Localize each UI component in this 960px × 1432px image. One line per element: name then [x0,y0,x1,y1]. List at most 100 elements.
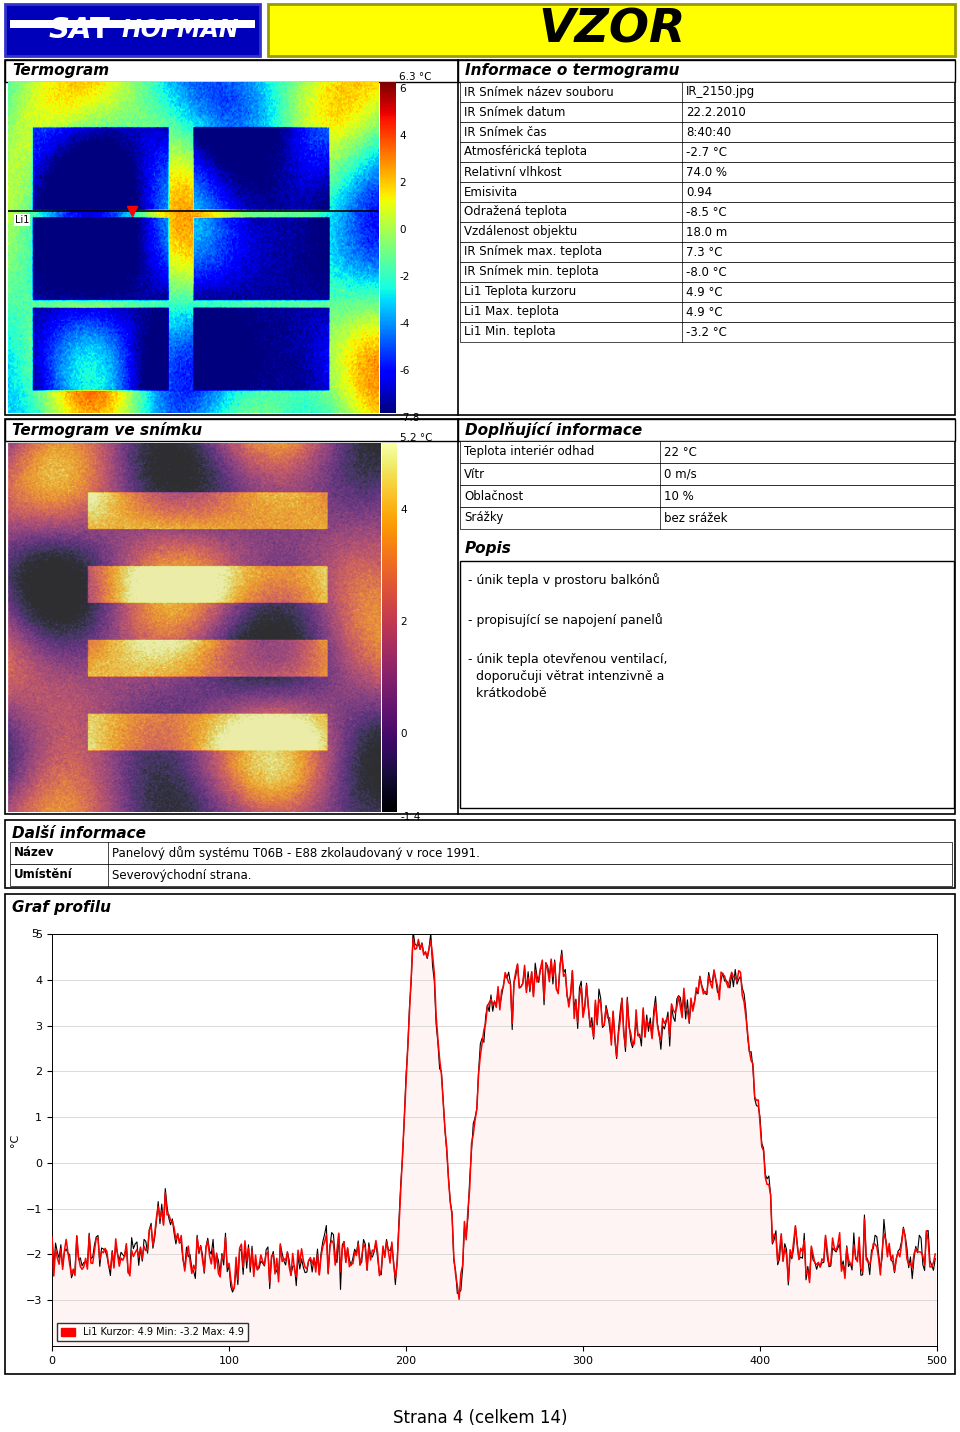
Text: IR Snímek čas: IR Snímek čas [464,126,546,139]
Text: 4.9 °C: 4.9 °C [686,285,723,298]
Text: - únik tepla v prostoru balkónů: - únik tepla v prostoru balkónů [468,573,660,587]
Bar [460,222,954,242]
Text: SA: SA [48,16,92,44]
Text: Atmosférická teplota: Atmosférická teplota [464,146,587,159]
Bar [460,82,954,102]
Text: 2: 2 [399,178,406,188]
Text: Termogram ve snímku: Termogram ve snímku [12,422,203,438]
Bar [460,162,954,182]
Text: Termogram: Termogram [12,63,109,79]
Text: Li1: Li1 [14,215,29,225]
Text: Strana 4 (celkem 14): Strana 4 (celkem 14) [393,1409,567,1428]
Text: Li1 Teplota kurzoru: Li1 Teplota kurzoru [464,285,576,298]
Text: Relativní vlhkost: Relativní vlhkost [464,166,562,179]
Bar [460,242,954,262]
Bar [460,322,954,342]
Bar [5,60,955,415]
Text: T: T [90,16,110,44]
Text: IR Snímek datum: IR Snímek datum [464,106,565,119]
Bar [460,485,954,507]
Text: Oblačnost: Oblačnost [464,490,523,503]
Text: Graf profilu: Graf profilu [12,899,111,915]
Text: Li1 Max. teplota: Li1 Max. teplota [464,305,559,318]
Text: -2: -2 [399,272,410,282]
Text: Informace o termogramu: Informace o termogramu [465,63,680,79]
Text: -8.5 °C: -8.5 °C [686,206,727,219]
Text: 6: 6 [399,84,406,95]
Text: -4: -4 [399,319,410,329]
Bar [460,507,954,528]
Bar [460,142,954,162]
Text: 5: 5 [31,929,37,939]
Bar [10,842,952,863]
Text: IR Snímek název souboru: IR Snímek název souboru [464,86,613,99]
Text: 0 m/s: 0 m/s [664,467,697,481]
Text: VZOR: VZOR [539,7,685,53]
Text: Název: Název [14,846,55,859]
Text: Teplota interiér odhad: Teplota interiér odhad [464,445,594,458]
Text: bez srážek: bez srážek [664,511,728,524]
Text: Popis: Popis [465,541,512,556]
Bar [460,182,954,202]
Bar [5,894,955,1373]
Text: 74.0 %: 74.0 % [686,166,727,179]
Bar [5,60,458,82]
Text: Emisivita: Emisivita [464,186,518,199]
Bar [10,863,952,886]
Text: Vzdálenost objektu: Vzdálenost objektu [464,225,577,239]
Text: Severovýchodní strana.: Severovýchodní strana. [112,868,252,882]
Text: -7.8: -7.8 [399,412,420,422]
Text: - únik tepla otevřenou ventilací,
  doporučuji větrat intenzivně a
  krátkodobě: - únik tepla otevřenou ventilací, doporu… [468,653,667,700]
Text: 18.0 m: 18.0 m [686,225,728,239]
Text: 22 °C: 22 °C [664,445,697,458]
Text: -8.0 °C: -8.0 °C [686,265,727,278]
Bar [458,60,955,82]
Bar [460,302,954,322]
Text: -2.7 °C: -2.7 °C [686,146,727,159]
Bar [460,441,954,463]
Bar [460,262,954,282]
Text: IR Snímek min. teplota: IR Snímek min. teplota [464,265,599,278]
Text: HOFMAN: HOFMAN [121,19,239,42]
Bar [460,122,954,142]
Bar [460,202,954,222]
Bar [460,282,954,302]
Text: Srážky: Srážky [464,511,503,524]
Text: 2: 2 [400,617,407,627]
Text: 4: 4 [399,130,406,140]
Bar [460,102,954,122]
Text: - propisující se napojení panelů: - propisující se napojení panelů [468,613,662,627]
Text: 4.9 °C: 4.9 °C [686,305,723,318]
Text: 22.2.2010: 22.2.2010 [686,106,746,119]
Text: 10 %: 10 % [664,490,694,503]
Text: 0.94: 0.94 [686,186,712,199]
Legend: Li1 Kurzor: 4.9 Min: -3.2 Max: 4.9: Li1 Kurzor: 4.9 Min: -3.2 Max: 4.9 [57,1323,248,1342]
Text: Další informace: Další informace [12,826,146,841]
Bar [268,4,955,56]
Text: 7.3 °C: 7.3 °C [686,245,723,259]
Bar [5,4,260,56]
Bar [458,420,955,441]
Bar [5,420,955,813]
Text: 0: 0 [399,225,406,235]
Text: IR Snímek max. teplota: IR Snímek max. teplota [464,245,602,259]
Text: -3.2 °C: -3.2 °C [686,325,727,338]
Text: -6: -6 [399,365,410,375]
Text: Li1 Min. teplota: Li1 Min. teplota [464,325,556,338]
Text: -1.4: -1.4 [400,812,420,822]
Text: Panelový dům systému T06B - E88 zkolaudovaný v roce 1991.: Panelový dům systému T06B - E88 zkolaudo… [112,846,480,861]
Bar [10,20,255,29]
Text: IR_2150.jpg: IR_2150.jpg [686,86,756,99]
Text: 4: 4 [400,505,407,516]
Text: 0: 0 [400,729,407,739]
Bar [5,821,955,888]
Text: 8:40:40: 8:40:40 [686,126,732,139]
Text: Vítr: Vítr [464,467,485,481]
Text: 6.3 °C: 6.3 °C [399,72,432,82]
Text: Odražená teplota: Odražená teplota [464,206,567,219]
Y-axis label: °C: °C [11,1133,20,1147]
Bar [460,561,954,808]
Bar [5,420,458,441]
Bar [460,463,954,485]
Text: Doplňující informace: Doplňující informace [465,422,642,438]
